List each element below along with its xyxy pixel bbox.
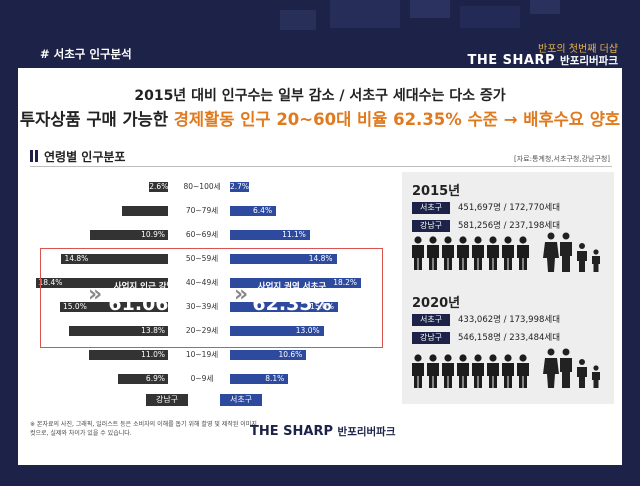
section-label: # 서초구 인구분석	[40, 47, 132, 61]
headline-line2: 투자상품 구매 가능한 경제활동 인구 20~60대 비율 62.35% 수준 …	[18, 106, 622, 130]
content-card: 2015년 대비 인구수는 일부 감소 / 서초구 세대수는 다소 증가 투자상…	[18, 68, 622, 465]
bar-seocho: 18.2%	[230, 278, 362, 288]
year-2015: 2015년	[412, 184, 461, 199]
age-label: 80~100세	[183, 182, 221, 191]
value-seocho-2020: 433,062명 / 173,998세대	[458, 315, 561, 325]
bar-seocho: 2.7%	[230, 182, 250, 192]
value-seocho-2015: 451,697명 / 172,770세대	[458, 203, 561, 213]
headline-line1: 2015년 대비 인구수는 일부 감소 / 서초구 세대수는 다소 증가	[134, 88, 506, 104]
legend-seocho: 서초구	[220, 394, 262, 406]
bar-gangnam: 18.4%	[35, 278, 168, 288]
tag-seocho-2020: 서초구	[412, 314, 450, 326]
age-label: 70~79세	[185, 206, 219, 215]
disclaimer: ※ 본자료의 사진, 그래픽, 일러스트 등은 소비자의 이해를 돕기 위해 촬…	[30, 421, 257, 437]
footer-brand: THE SHARP 반포리버파크	[250, 424, 396, 439]
age-label: 40~49세	[185, 278, 219, 287]
bar-gangnam	[121, 206, 168, 216]
divider	[30, 166, 612, 167]
bar-gangnam: 2.6%	[149, 182, 169, 192]
people-icon	[412, 236, 529, 270]
age-label: 30~39세	[185, 302, 219, 311]
year-2020: 2020년	[412, 296, 461, 311]
brand-slogan: 반포의 첫번째 더샵	[538, 44, 618, 55]
headline-arrow: →	[503, 110, 518, 129]
bar-seocho: 13.0%	[230, 326, 324, 336]
legend-gangnam: 강남구	[146, 394, 188, 406]
headline-highlight: 경제활동 인구 20~60대 비율 62.35% 수준	[173, 110, 498, 129]
bar-gangnam: 14.8%	[61, 254, 168, 264]
brand-sub: 반포리버파크	[560, 55, 618, 66]
age-label: 0~9세	[190, 374, 214, 383]
age-label: 10~19세	[185, 350, 219, 359]
bar-seocho: 6.4%	[230, 206, 277, 216]
highlight-seocho: 사업지 권역 서초구 62.35%	[252, 282, 332, 315]
age-label: 60~69세	[185, 230, 219, 239]
brand-logo: THE SHARP 반포리버파크	[468, 53, 619, 66]
bar-seocho: 14.8%	[230, 254, 337, 264]
age-label: 20~29세	[185, 326, 219, 335]
people-icon	[412, 354, 529, 388]
highlight-box	[40, 248, 383, 348]
population-stats-panel: 2015년 서초구 451,697명 / 172,770세대 강남구 581,2…	[402, 172, 614, 404]
headline-prefix: 투자상품 구매 가능한	[19, 110, 174, 129]
family-icon	[543, 232, 600, 272]
headline-suffix: 배후수요 양호	[523, 110, 621, 129]
data-source: [자료:통계청,서초구청,강남구청]	[514, 155, 610, 163]
tag-gangnam-2020: 강남구	[412, 332, 450, 344]
bar-gangnam: 6.9%	[118, 374, 168, 384]
age-label: 50~59세	[185, 254, 219, 263]
brand-name: THE SHARP	[467, 53, 555, 66]
bar-gangnam: 11.0%	[88, 350, 168, 360]
chevron-right-icon: »	[234, 282, 249, 307]
bar-seocho: 15.0%	[230, 302, 338, 312]
tag-gangnam-2015: 강남구	[412, 220, 450, 232]
bar-seocho: 8.1%	[230, 374, 289, 384]
tag-seocho-2015: 서초구	[412, 202, 450, 214]
value-gangnam-2015: 581,256명 / 237,198세대	[458, 221, 561, 231]
title-bars-icon	[30, 150, 38, 162]
value-gangnam-2020: 546,158명 / 233,484세대	[458, 333, 561, 343]
bar-gangnam: 13.8%	[68, 326, 168, 336]
bar-gangnam: 10.9%	[89, 230, 168, 240]
bar-seocho: 11.1%	[230, 230, 310, 240]
family-icon	[543, 348, 600, 388]
header-band: # 서초구 인구분석 반포의 첫번째 더샵 THE SHARP 반포리버파크	[0, 0, 640, 66]
bar-gangnam: 15.0%	[60, 302, 168, 312]
highlight-gangnam: 사업지 인근 강남구 61.06%	[108, 282, 188, 315]
distribution-title: 연령별 인구분포	[30, 148, 125, 165]
bar-seocho: 10.6%	[230, 350, 307, 360]
chevron-right-icon: »	[88, 282, 103, 307]
